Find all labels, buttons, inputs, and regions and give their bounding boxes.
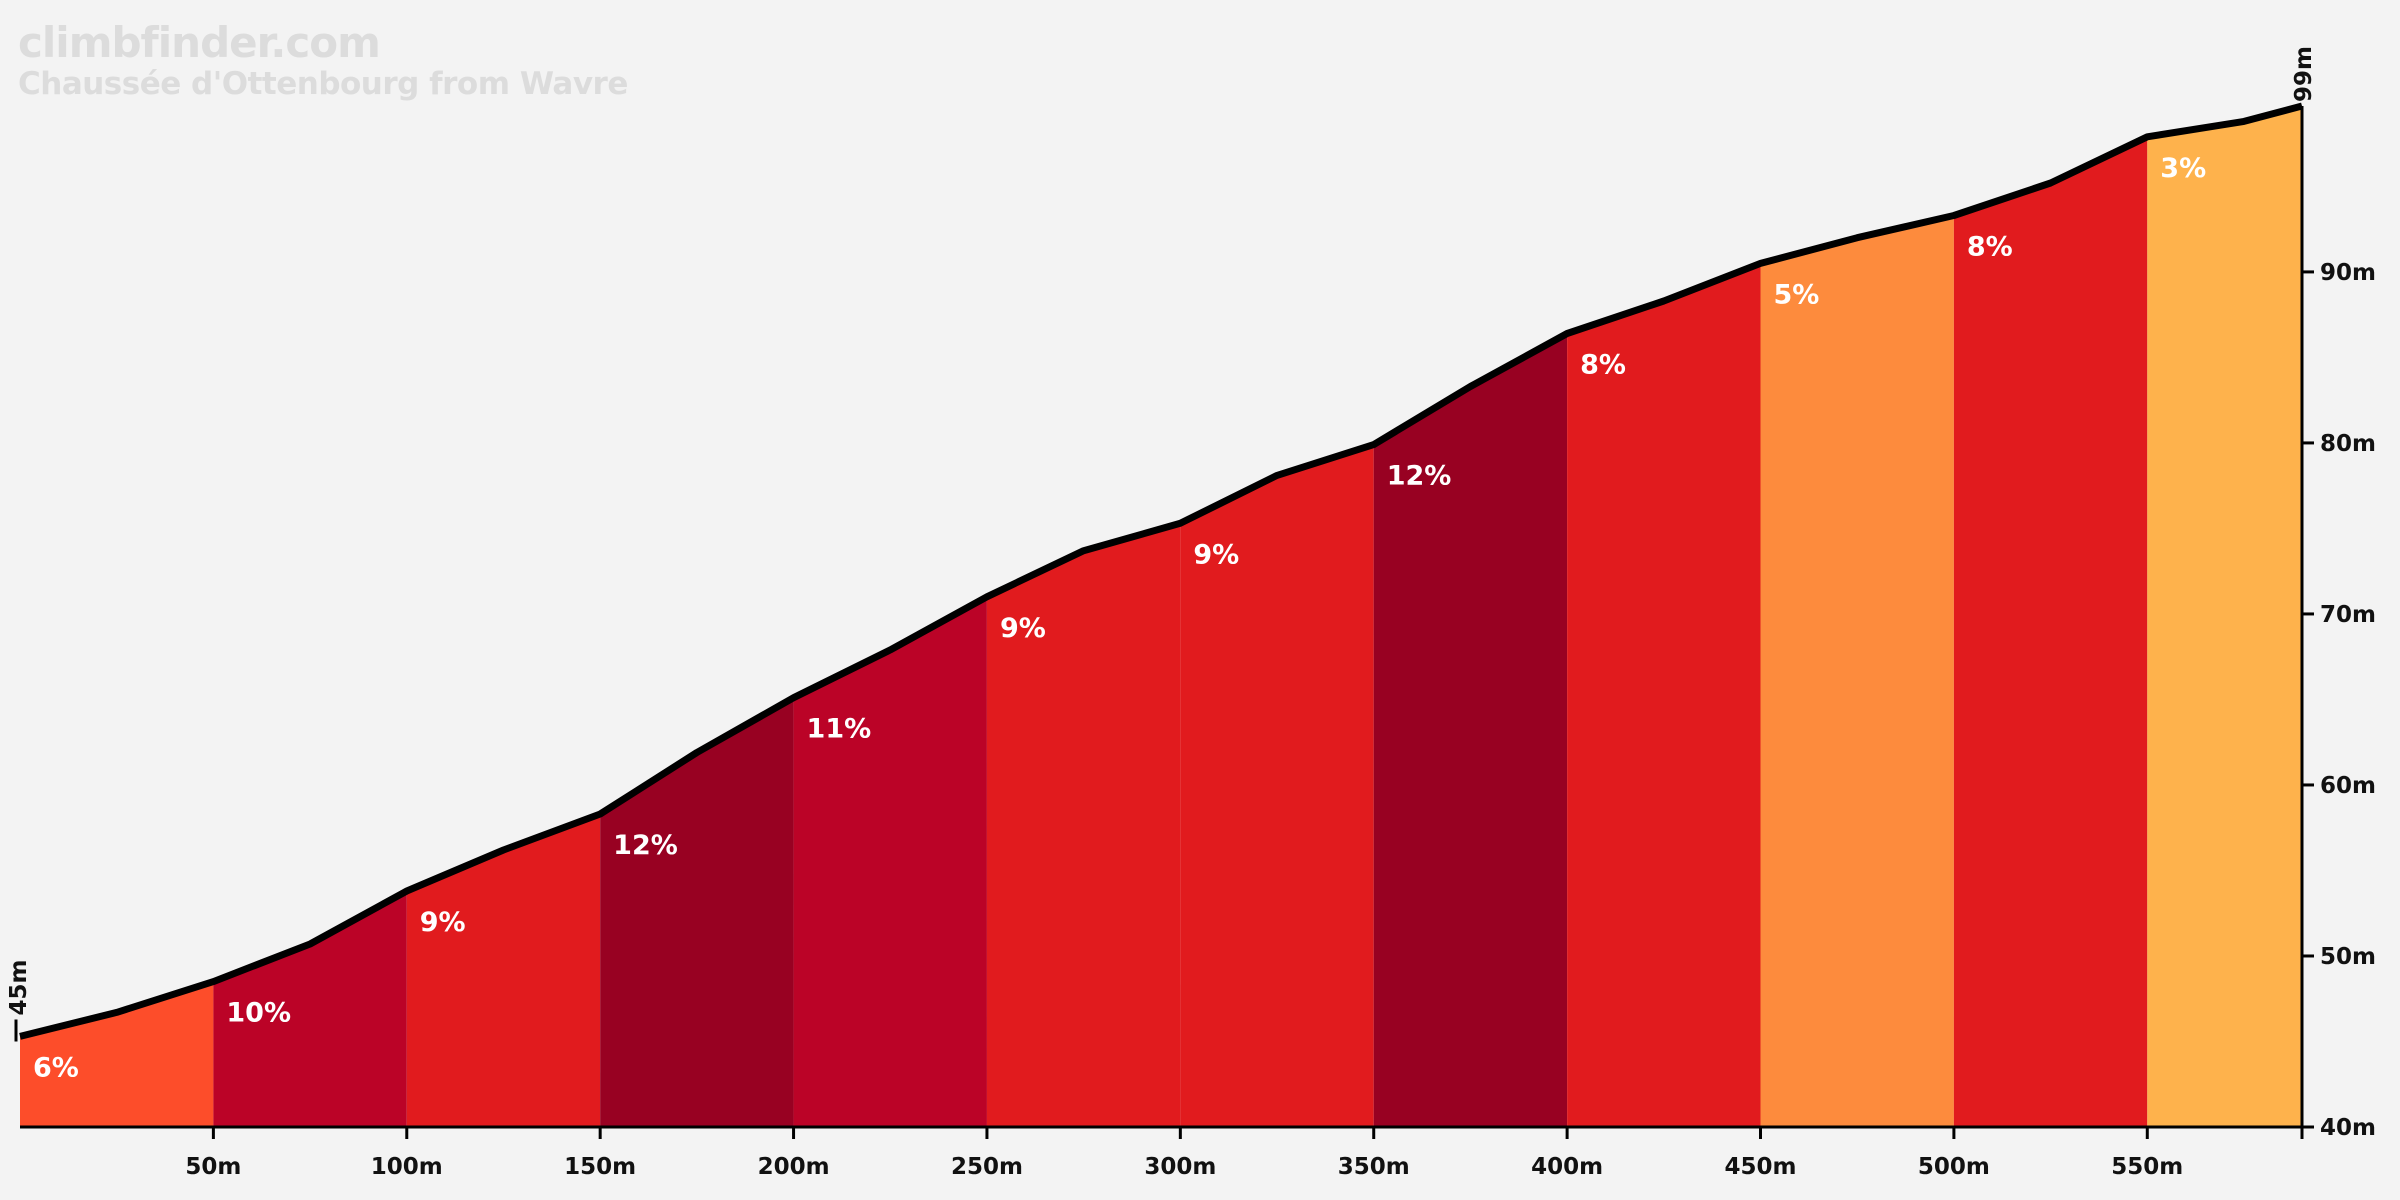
gradient-segment <box>213 891 407 1127</box>
x-tick-label: 200m <box>758 1154 830 1180</box>
gradient-segment <box>2147 106 2302 1127</box>
y-tick-label: 80m <box>2320 431 2376 457</box>
axes: 50m 100m 150m 200m 250m 300m 350m 400m 450m 500m 5… <box>6 46 2376 1180</box>
x-tick-label: 150m <box>564 1154 636 1180</box>
y-tick-label: 40m <box>2320 1115 2376 1141</box>
gradient-segment <box>793 596 987 1127</box>
site-brand: climbfinder.com <box>18 18 381 67</box>
x-tick-label: 500m <box>1918 1154 1990 1180</box>
gradient-segments <box>20 106 2302 1128</box>
profile-line-group <box>19 102 2303 1040</box>
gradient-label: 8% <box>1967 231 2013 262</box>
gradient-label: 12% <box>1387 461 1452 492</box>
gradient-label: 12% <box>613 830 678 861</box>
y-tick-label: 60m <box>2320 773 2376 799</box>
x-tick-label: 100m <box>371 1154 443 1180</box>
gradient-label: 6% <box>33 1052 79 1083</box>
y-tick-label: 70m <box>2320 602 2376 628</box>
gradient-segment <box>1760 215 1954 1127</box>
gradient-segment <box>20 981 214 1127</box>
x-tick-label: 300m <box>1144 1154 1216 1180</box>
y-tick-label: 50m <box>2320 944 2376 970</box>
gradient-segment <box>1953 136 2148 1128</box>
gradient-label: 10% <box>226 998 291 1029</box>
elevation-profile-line <box>19 102 2303 1040</box>
gradient-label: 5% <box>1774 279 1820 310</box>
climb-title: Chaussée d'Ottenbourg from Wavre <box>18 66 628 102</box>
gradient-segment <box>1567 263 1761 1127</box>
gradient-label: 9% <box>420 907 466 938</box>
x-tick-label: 250m <box>951 1154 1023 1180</box>
gradient-segment <box>600 697 794 1127</box>
gradient-segment <box>406 814 601 1127</box>
gradient-segment <box>1373 333 1568 1127</box>
gradient-segment <box>986 523 1181 1127</box>
gradient-label: 8% <box>1580 349 1626 380</box>
x-tick-label: 550m <box>2111 1154 2183 1180</box>
x-tick-label: 50m <box>185 1154 241 1180</box>
x-tick-label: 350m <box>1338 1154 1410 1180</box>
x-tick-label: 450m <box>1725 1154 1797 1180</box>
gradient-label: 11% <box>807 714 872 745</box>
x-tick-label: 400m <box>1531 1154 1603 1180</box>
gradient-label: 9% <box>1193 539 1239 570</box>
gradient-segment <box>1180 444 1374 1128</box>
gradient-labels: 6% 10% 9% 12% 11% 9% 9% 12% 8% 5% 8% 3% <box>33 153 2206 1084</box>
start-elevation-label: 45m <box>6 960 32 1016</box>
gradient-label: 3% <box>2160 153 2206 184</box>
y-tick-label: 90m <box>2320 260 2376 286</box>
end-elevation-label: 99m <box>2291 46 2317 102</box>
gradient-label: 9% <box>1000 613 1046 644</box>
